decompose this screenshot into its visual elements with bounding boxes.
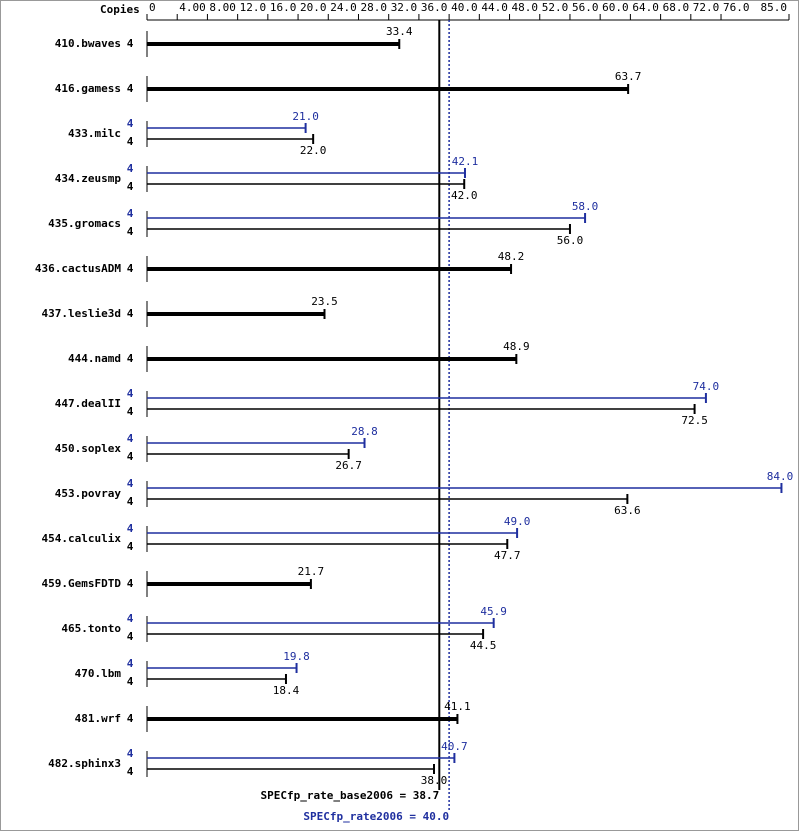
- value-label: 56.0: [557, 234, 584, 247]
- copies: 4: [127, 675, 134, 688]
- value-label: 48.2: [498, 250, 525, 263]
- copies: 4: [127, 352, 134, 365]
- value-label: 42.0: [451, 189, 478, 202]
- copies: 4: [127, 135, 134, 148]
- value-label: 21.7: [298, 565, 325, 578]
- value-label: 40.7: [441, 740, 468, 753]
- x-tick-label: 36.0: [421, 1, 448, 14]
- copies: 4: [127, 747, 134, 760]
- category-label: 453.povray: [55, 487, 122, 500]
- copies: 4: [127, 657, 134, 670]
- x-tick-label: 76.0: [723, 1, 750, 14]
- copies: 4: [127, 522, 134, 535]
- copies: 4: [127, 207, 134, 220]
- copies: 4: [127, 432, 134, 445]
- copies: 4: [127, 82, 134, 95]
- category-label: 416.gamess: [55, 82, 121, 95]
- x-tick-label: 0: [149, 1, 156, 14]
- copies: 4: [127, 540, 134, 553]
- copies: 4: [127, 577, 134, 590]
- x-tick-label: 60.0: [602, 1, 629, 14]
- copies: 4: [127, 162, 134, 175]
- value-label: 63.6: [614, 504, 641, 517]
- value-label: 74.0: [693, 380, 720, 393]
- value-label: 49.0: [504, 515, 531, 528]
- value-label: 41.1: [444, 700, 471, 713]
- value-label: 23.5: [311, 295, 338, 308]
- value-label: 33.4: [386, 25, 413, 38]
- copies: 4: [127, 405, 134, 418]
- value-label: 26.7: [335, 459, 362, 472]
- x-tick-label: 20.0: [300, 1, 327, 14]
- value-label: 18.4: [273, 684, 300, 697]
- category-label: 470.lbm: [75, 667, 122, 680]
- value-label: 28.8: [351, 425, 378, 438]
- x-tick-label: 85.0: [761, 1, 788, 14]
- x-tick-label: 16.0: [270, 1, 297, 14]
- category-label: 481.wrf: [75, 712, 121, 725]
- value-label: 47.7: [494, 549, 521, 562]
- value-label: 21.0: [292, 110, 319, 123]
- x-tick-label: 52.0: [542, 1, 569, 14]
- copies: 4: [127, 307, 134, 320]
- category-label: 447.dealII: [55, 397, 121, 410]
- x-tick-label: 72.0: [693, 1, 720, 14]
- category-label: 437.leslie3d: [42, 307, 121, 320]
- category-label: 433.milc: [68, 127, 121, 140]
- category-label: 434.zeusmp: [55, 172, 122, 185]
- value-label: 48.9: [503, 340, 530, 353]
- value-label: 45.9: [480, 605, 507, 618]
- copies: 4: [127, 712, 134, 725]
- x-tick-label: 40.0: [451, 1, 478, 14]
- x-tick-label: 56.0: [572, 1, 599, 14]
- copies: 4: [127, 450, 134, 463]
- category-label: 450.soplex: [55, 442, 122, 455]
- x-tick-label: 4.00: [179, 1, 206, 14]
- copies: 4: [127, 262, 134, 275]
- x-tick-label: 68.0: [663, 1, 690, 14]
- copies: 4: [127, 37, 134, 50]
- copies: 4: [127, 612, 134, 625]
- category-label: 435.gromacs: [48, 217, 121, 230]
- x-tick-label: 12.0: [240, 1, 267, 14]
- x-tick-label: 28.0: [360, 1, 387, 14]
- copies: 4: [127, 630, 134, 643]
- category-label: 465.tonto: [61, 622, 121, 635]
- value-label: 42.1: [452, 155, 479, 168]
- category-label: 454.calculix: [42, 532, 122, 545]
- category-label: 444.namd: [68, 352, 121, 365]
- copies: 4: [127, 765, 134, 778]
- copies: 4: [127, 117, 134, 130]
- copies: 4: [127, 477, 134, 490]
- value-label: 58.0: [572, 200, 599, 213]
- reference-label: SPECfp_rate2006 = 40.0: [303, 810, 449, 823]
- x-tick-label: 8.00: [209, 1, 236, 14]
- copies: 4: [127, 225, 134, 238]
- x-tick-label: 48.0: [512, 1, 538, 14]
- category-label: 410.bwaves: [55, 37, 121, 50]
- x-tick-label: 44.0: [481, 1, 508, 14]
- copies: 4: [127, 180, 134, 193]
- value-label: 38.0: [421, 774, 448, 787]
- category-label: 436.cactusADM: [35, 262, 121, 275]
- copies-header: Copies: [100, 3, 140, 16]
- value-label: 84.0: [767, 470, 794, 483]
- x-tick-label: 24.0: [330, 1, 357, 14]
- x-tick-label: 64.0: [632, 1, 659, 14]
- value-label: 63.7: [615, 70, 642, 83]
- value-label: 19.8: [283, 650, 310, 663]
- x-tick-label: 32.0: [391, 1, 418, 14]
- reference-label: SPECfp_rate_base2006 = 38.7: [260, 789, 439, 802]
- copies: 4: [127, 495, 134, 508]
- category-label: 459.GemsFDTD: [42, 577, 122, 590]
- copies: 4: [127, 387, 134, 400]
- category-label: 482.sphinx3: [48, 757, 121, 770]
- value-label: 22.0: [300, 144, 327, 157]
- value-label: 44.5: [470, 639, 497, 652]
- value-label: 72.5: [681, 414, 708, 427]
